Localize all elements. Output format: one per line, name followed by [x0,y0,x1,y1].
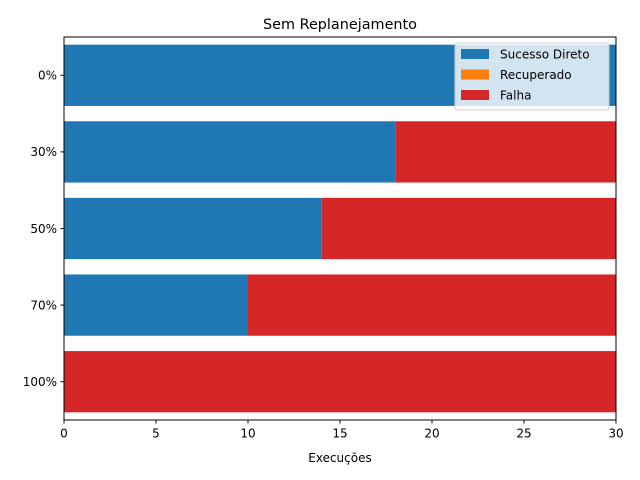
y-tick-label: 30% [30,145,57,159]
x-tick-label: 20 [424,427,439,441]
x-tick-label: 10 [240,427,255,441]
legend-box [454,42,610,111]
x-tick-label: 5 [152,427,160,441]
y-tick-label: 100% [23,375,57,389]
x-tick-label: 25 [516,427,531,441]
x-axis: 0 5 10 15 20 25 30 [60,420,624,441]
legend-swatch-falha [461,90,489,100]
x-tick-label: 0 [60,427,68,441]
legend: Sucesso Direto Recuperado Falha [454,42,610,111]
x-axis-label: Execuções [308,451,371,465]
legend-swatch-recuperado [461,69,489,80]
bar-falha-30 [395,121,616,183]
legend-label-sucesso-direto: Sucesso Direto [500,48,590,62]
bar-falha-100 [64,351,616,413]
chart-title: Sem Replanejamento [263,17,417,33]
legend-swatch-sucesso-direto [461,49,489,59]
bar-sucesso-direto-50 [64,197,322,260]
x-tick-label: 15 [332,427,347,441]
bar-falha-70 [248,274,616,336]
bar-sucesso-direto-70 [64,274,248,336]
bar-falha-50 [321,197,616,260]
legend-label-recuperado: Recuperado [500,68,572,82]
y-tick-label: 70% [30,298,57,312]
legend-label-falha: Falha [500,89,531,103]
x-tick-label: 30 [608,427,623,441]
bar-sucesso-direto-30 [64,121,396,183]
y-tick-label: 50% [30,222,57,236]
y-axis: 0% 30% 50% 70% 100% [23,69,64,389]
y-tick-label: 0% [38,69,57,83]
